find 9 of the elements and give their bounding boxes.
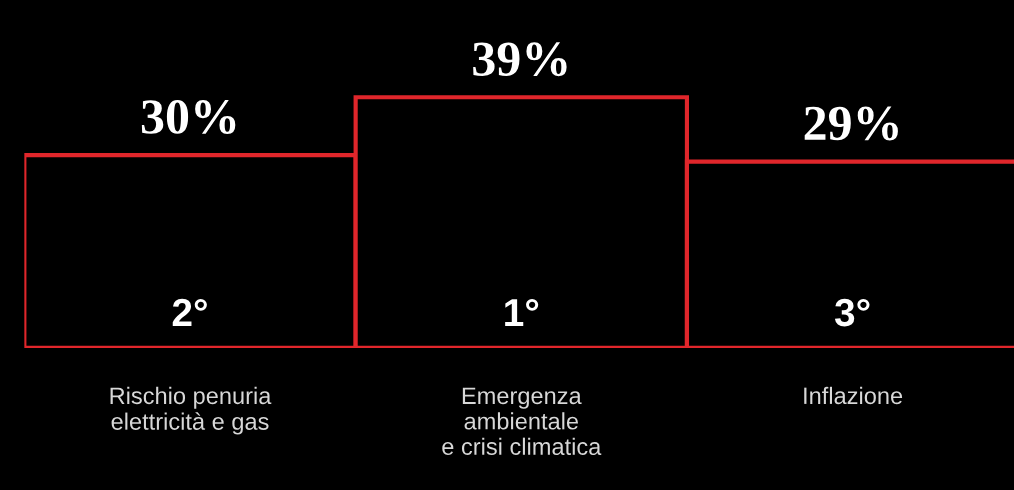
annotation: 1° (505, 298, 539, 326)
data-label: 29% (804, 106, 898, 141)
annotation: 2° (172, 298, 207, 326)
x-tick-label: Emergenza ambientale e crisi climatica (442, 387, 602, 455)
x-tick-label: Rischio penuria elettricità e gas (110, 386, 272, 435)
x-tick-label: Inflazione (804, 386, 903, 405)
data-label: 30% (141, 100, 236, 135)
annotation: 3° (834, 298, 870, 327)
data-label: 39% (473, 42, 567, 77)
